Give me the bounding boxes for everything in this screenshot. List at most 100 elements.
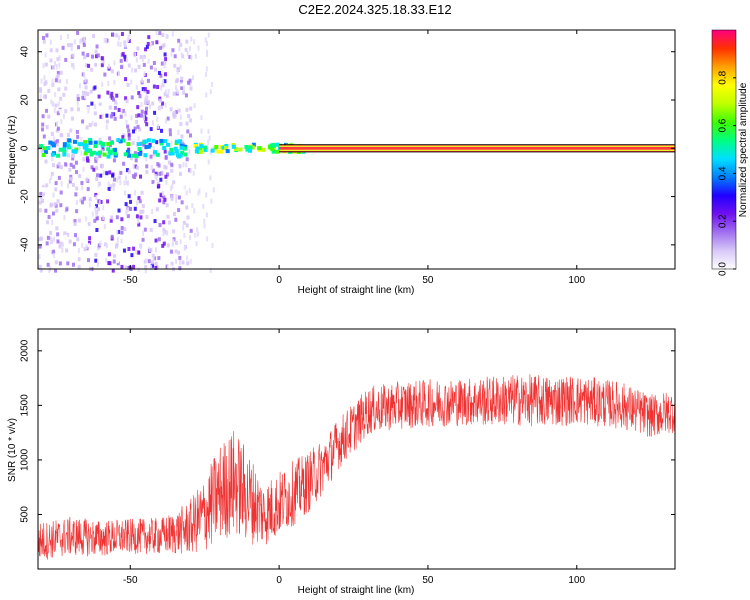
- spectrogram-cell: [206, 51, 209, 57]
- spectrogram-cell: [174, 139, 179, 144]
- spectrogram-cell: [136, 46, 140, 51]
- spectrogram-cell: [157, 123, 160, 129]
- spectrogram-cell: [150, 164, 153, 170]
- spectrogram-cell: [105, 190, 109, 195]
- spectrogram-cell: [156, 181, 160, 186]
- spectrogram-cell: [198, 188, 201, 194]
- spectrogram-cell: [154, 173, 157, 179]
- spectrogram-cell: [125, 99, 129, 104]
- spectrogram-cell: [145, 214, 149, 219]
- spectrogram-cell: [58, 147, 63, 152]
- spectrogram-cell: [57, 87, 61, 92]
- spectrogram-cell: [119, 114, 123, 119]
- spectrogram-cell: [112, 259, 116, 264]
- spectrogram-cell: [59, 241, 63, 246]
- spectrogram-cell: [66, 261, 70, 266]
- spectrogram-cell: [87, 240, 91, 245]
- spectrogram-cell: [58, 108, 62, 113]
- spectrogram-cell: [212, 187, 215, 193]
- spectrogram-cell: [134, 154, 139, 159]
- spectrogram-cell: [108, 136, 112, 141]
- spectrogram-cell: [55, 226, 59, 231]
- spectrogram-cell: [158, 105, 161, 111]
- spectrogram-cell: [133, 126, 137, 131]
- spectrogram-cell: [144, 145, 149, 150]
- spectrogram-cell: [203, 218, 206, 224]
- spectrogram-cell: [56, 139, 60, 144]
- spectrogram-cell: [130, 79, 133, 85]
- spectrogram-cell: [74, 192, 78, 197]
- spectrogram-cell: [71, 183, 75, 188]
- spectrogram-cell: [111, 173, 115, 178]
- spectrogram-cell: [46, 220, 50, 225]
- spectrogram-cell: [117, 229, 121, 234]
- spectrogram-cell: [186, 129, 190, 134]
- spectrogram-cell: [154, 247, 157, 253]
- spectrogram-cell: [83, 72, 86, 78]
- spectrogram-cell: [148, 236, 152, 241]
- spectrogram-cell: [185, 107, 189, 112]
- spectrogram-cell: [90, 101, 94, 106]
- spectrogram-cell: [88, 123, 92, 128]
- spectrogram-cell: [95, 177, 99, 182]
- colorbar-label: Normalized spectral amplitude: [738, 82, 749, 217]
- spectrogram-cell: [102, 170, 105, 176]
- spectrogram-cell: [54, 61, 57, 67]
- spectrogram-cell: [66, 153, 70, 158]
- spectrogram-cell: [58, 55, 61, 61]
- spectrogram-cell: [106, 199, 110, 204]
- spectrogram-cell: [147, 100, 151, 105]
- spectrogram-cell: [173, 100, 177, 105]
- colorbar-ticks: 0.00.20.40.60.8: [711, 29, 737, 276]
- spectrogram-cell: [40, 148, 44, 153]
- colorbar-gradient: [712, 30, 736, 269]
- spectrogram-cell: [138, 94, 142, 99]
- spectrogram-cell: [93, 111, 97, 116]
- spectrogram-cell: [158, 171, 162, 176]
- spectrogram-cell: [177, 38, 181, 43]
- spectrogram-cell: [162, 195, 166, 200]
- spectrogram-x-tick-label: 50: [422, 275, 434, 286]
- spectrogram-cell: [66, 137, 69, 143]
- spectrogram-cell: [59, 132, 63, 137]
- spectrogram-cell: [74, 81, 78, 86]
- spectrogram-cell: [195, 146, 200, 151]
- spectrogram-cell: [153, 110, 157, 115]
- spectrogram-cell: [120, 32, 124, 37]
- spectrogram-cell: [164, 57, 168, 62]
- spectrogram-cell: [137, 113, 141, 118]
- spectrogram-cell: [57, 161, 61, 166]
- spectrogram-cell: [144, 119, 148, 124]
- spectrogram-cell: [87, 222, 91, 227]
- spectrogram-cell: [154, 171, 158, 176]
- spectrogram-cell: [165, 203, 169, 208]
- spectrogram-cell: [101, 163, 104, 169]
- spectrogram-cell: [163, 52, 167, 57]
- spectrogram-cell: [140, 190, 144, 195]
- spectrogram-cell: [92, 150, 97, 155]
- spectrogram-cell: [38, 237, 42, 242]
- spectrogram-cell: [110, 69, 114, 74]
- spectrogram-cell: [84, 77, 87, 83]
- spectrogram-cell: [85, 158, 89, 163]
- spectrogram-y-axis-label: Frequency (Hz): [7, 116, 18, 185]
- spectrogram-cell: [168, 132, 172, 137]
- spectrogram-cell: [112, 183, 116, 188]
- spectrogram-cell: [159, 141, 164, 146]
- spectrogram-cell: [98, 98, 102, 103]
- spectrogram-cell: [170, 168, 174, 173]
- spectrogram-cell: [131, 153, 136, 158]
- spectrogram-cell: [69, 176, 73, 181]
- spectrogram-cell: [116, 229, 119, 235]
- spectrogram-cell: [113, 151, 118, 156]
- spectrogram-cell: [122, 161, 126, 166]
- spectrogram-cell: [139, 209, 143, 214]
- spectrogram-y-ticks: -40 -20 0 20 40: [20, 46, 675, 252]
- spectrogram-cell: [205, 41, 208, 47]
- spectrogram-cell: [54, 140, 58, 145]
- spectrogram-cell: [170, 151, 175, 156]
- spectrogram-cell: [160, 119, 164, 124]
- spectrogram-cell: [191, 75, 194, 81]
- spectrogram-cell: [75, 129, 79, 134]
- snr-x-axis-label: Height of straight line (km): [298, 585, 415, 596]
